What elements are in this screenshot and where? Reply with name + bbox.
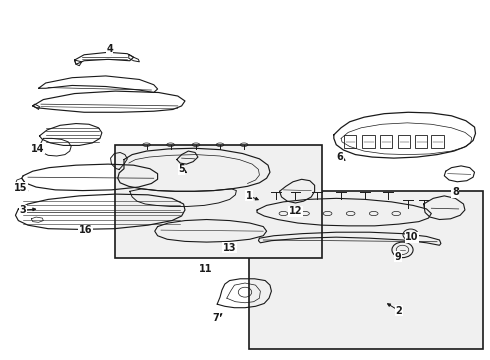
Text: 5: 5 bbox=[178, 165, 185, 174]
Bar bbox=[344, 135, 356, 148]
Text: 2: 2 bbox=[395, 306, 402, 315]
Text: 8: 8 bbox=[452, 187, 459, 197]
Text: 10: 10 bbox=[405, 232, 419, 242]
Text: 13: 13 bbox=[223, 243, 236, 253]
Text: 11: 11 bbox=[199, 264, 212, 274]
Text: 3: 3 bbox=[20, 205, 26, 215]
Bar bbox=[380, 135, 392, 148]
Text: 9: 9 bbox=[394, 252, 401, 262]
Text: 4: 4 bbox=[106, 45, 113, 54]
Bar bbox=[249, 190, 483, 349]
Text: 1: 1 bbox=[245, 191, 252, 201]
Text: 16: 16 bbox=[79, 225, 92, 235]
Text: 12: 12 bbox=[289, 206, 302, 216]
Bar bbox=[431, 135, 444, 148]
Text: 7: 7 bbox=[213, 313, 220, 323]
Bar bbox=[415, 135, 427, 148]
Text: 15: 15 bbox=[14, 183, 27, 193]
Text: 6: 6 bbox=[337, 152, 343, 162]
Bar bbox=[398, 135, 410, 148]
Bar bbox=[115, 145, 322, 258]
Bar bbox=[362, 135, 375, 148]
Text: 14: 14 bbox=[31, 144, 44, 154]
